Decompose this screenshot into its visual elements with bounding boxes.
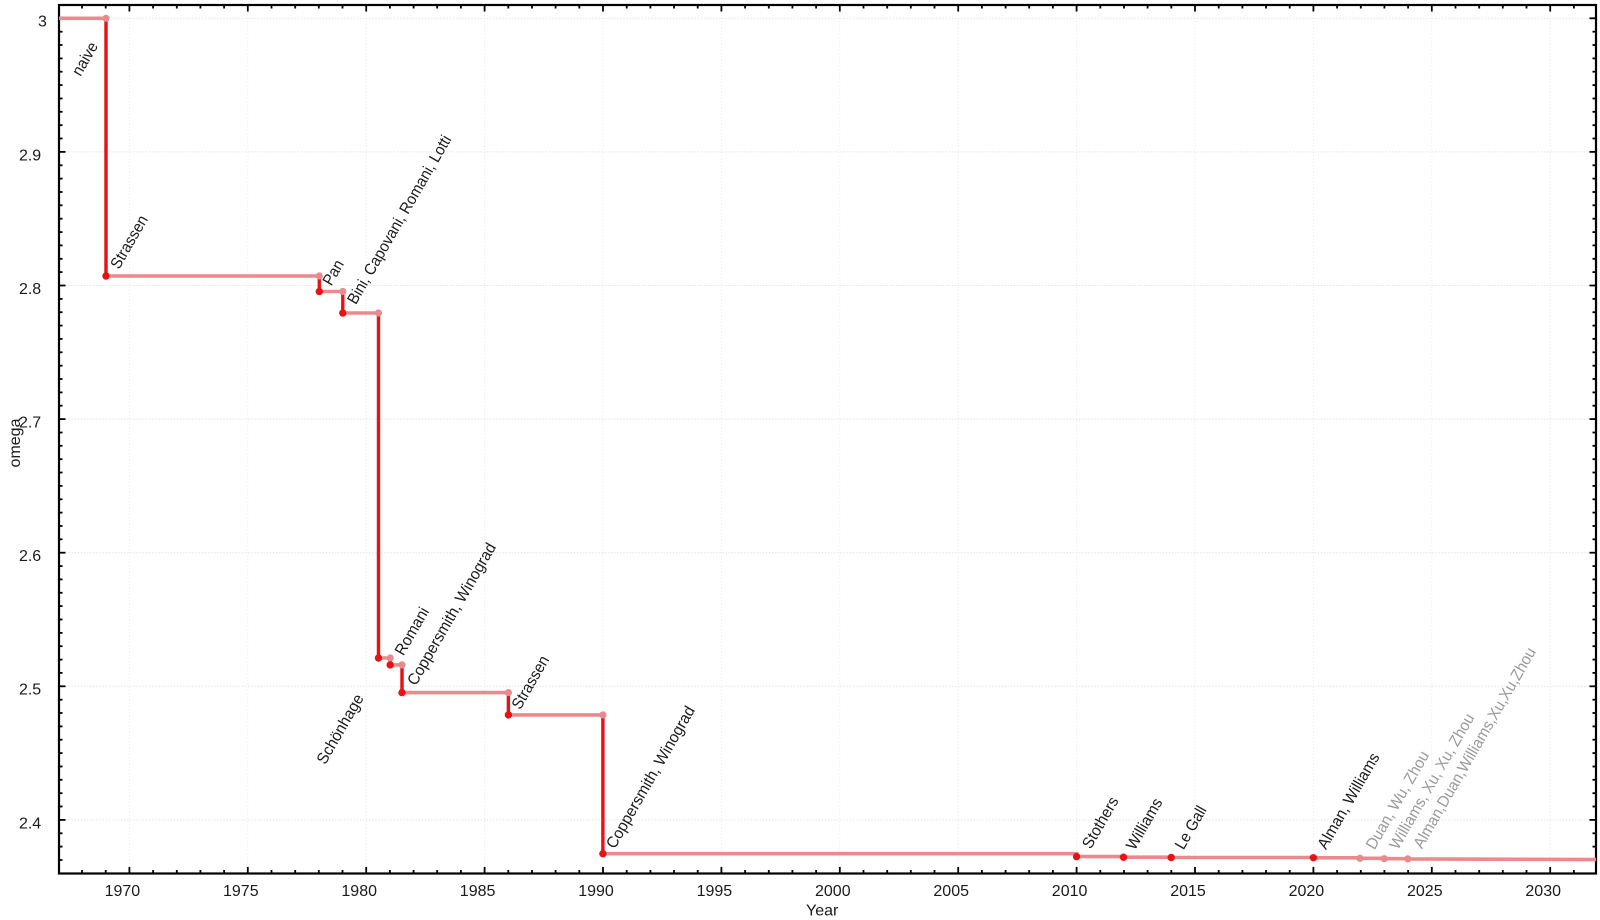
svg-text:omega: omega	[7, 418, 24, 467]
svg-text:2000: 2000	[815, 883, 851, 900]
svg-text:2015: 2015	[1170, 883, 1206, 900]
svg-text:Year: Year	[806, 902, 839, 919]
svg-text:1980: 1980	[341, 883, 377, 900]
svg-text:2010: 2010	[1052, 883, 1088, 900]
svg-text:1975: 1975	[223, 883, 259, 900]
svg-text:1995: 1995	[697, 883, 733, 900]
svg-text:2025: 2025	[1407, 883, 1443, 900]
svg-text:1985: 1985	[460, 883, 496, 900]
svg-text:2.4: 2.4	[19, 815, 41, 832]
svg-text:3: 3	[38, 14, 47, 31]
svg-text:2020: 2020	[1289, 883, 1325, 900]
svg-text:2005: 2005	[933, 883, 969, 900]
svg-text:2.7: 2.7	[19, 415, 41, 432]
svg-text:2.8: 2.8	[19, 281, 41, 298]
svg-text:2030: 2030	[1525, 883, 1561, 900]
svg-text:2.6: 2.6	[19, 548, 41, 565]
svg-text:2.5: 2.5	[19, 682, 41, 699]
svg-text:1990: 1990	[578, 883, 614, 900]
svg-text:1970: 1970	[105, 883, 141, 900]
svg-text:2.9: 2.9	[19, 147, 41, 164]
